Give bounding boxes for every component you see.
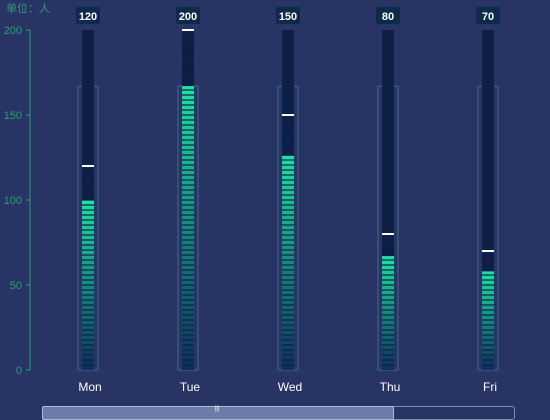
value-badge-label: 200 — [179, 11, 197, 23]
value-bar — [182, 86, 194, 370]
value-badge — [476, 7, 500, 24]
y-tick-label: 50 — [10, 280, 22, 292]
value-badge — [76, 7, 100, 24]
zoom-grip-icon[interactable]: ||| — [214, 406, 220, 412]
data-zoom-slider[interactable]: ||| — [42, 406, 515, 420]
value-badge-label: 120 — [79, 11, 97, 23]
x-tick-label: Mon — [78, 380, 101, 394]
value-badge-label: 70 — [482, 11, 494, 23]
y-tick-label: 100 — [4, 195, 22, 207]
y-tick-label: 0 — [16, 365, 22, 377]
value-badge — [176, 7, 200, 24]
value-badge — [276, 7, 300, 24]
x-tick-label: Fri — [483, 380, 497, 394]
y-axis-unit-label: 单位：人 — [6, 1, 50, 15]
x-tick-label: Thu — [380, 380, 401, 394]
value-badge-label: 150 — [279, 11, 297, 23]
value-badge — [376, 7, 400, 24]
value-bar — [382, 256, 394, 370]
value-badge-label: 80 — [382, 11, 394, 23]
x-tick-label: Wed — [278, 380, 302, 394]
value-bar — [282, 155, 294, 370]
x-tick-label: Tue — [180, 380, 201, 394]
y-tick-label: 200 — [4, 25, 22, 37]
y-tick-label: 150 — [4, 110, 22, 122]
